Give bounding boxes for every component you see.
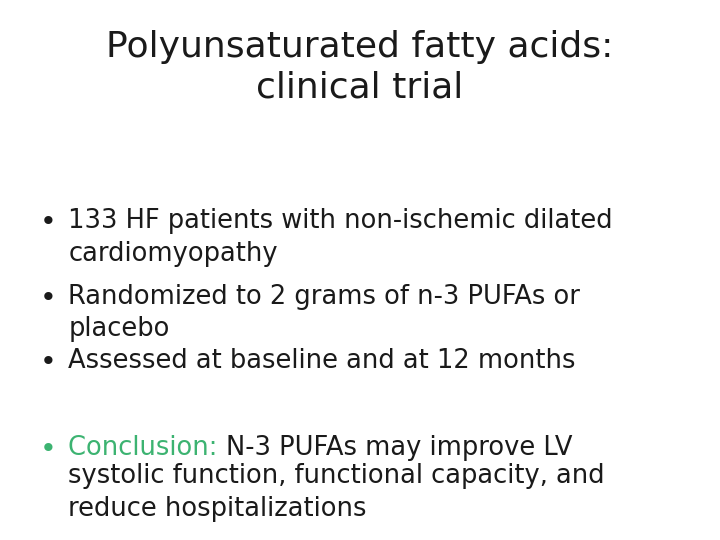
Text: systolic function, functional capacity, and
reduce hospitalizations: systolic function, functional capacity, … (68, 463, 605, 522)
Text: •: • (40, 435, 56, 463)
Text: Randomized to 2 grams of n-3 PUFAs or
placebo: Randomized to 2 grams of n-3 PUFAs or pl… (68, 284, 580, 342)
Text: •: • (40, 208, 56, 236)
Text: Polyunsaturated fatty acids:
clinical trial: Polyunsaturated fatty acids: clinical tr… (107, 30, 613, 104)
Text: Assessed at baseline and at 12 months: Assessed at baseline and at 12 months (68, 348, 576, 374)
Text: Conclusion:: Conclusion: (68, 435, 226, 461)
Text: 133 HF patients with non-ischemic dilated
cardiomyopathy: 133 HF patients with non-ischemic dilate… (68, 208, 613, 267)
Text: N-3 PUFAs may improve LV: N-3 PUFAs may improve LV (226, 435, 572, 461)
Text: •: • (40, 348, 56, 376)
Text: •: • (40, 284, 56, 312)
